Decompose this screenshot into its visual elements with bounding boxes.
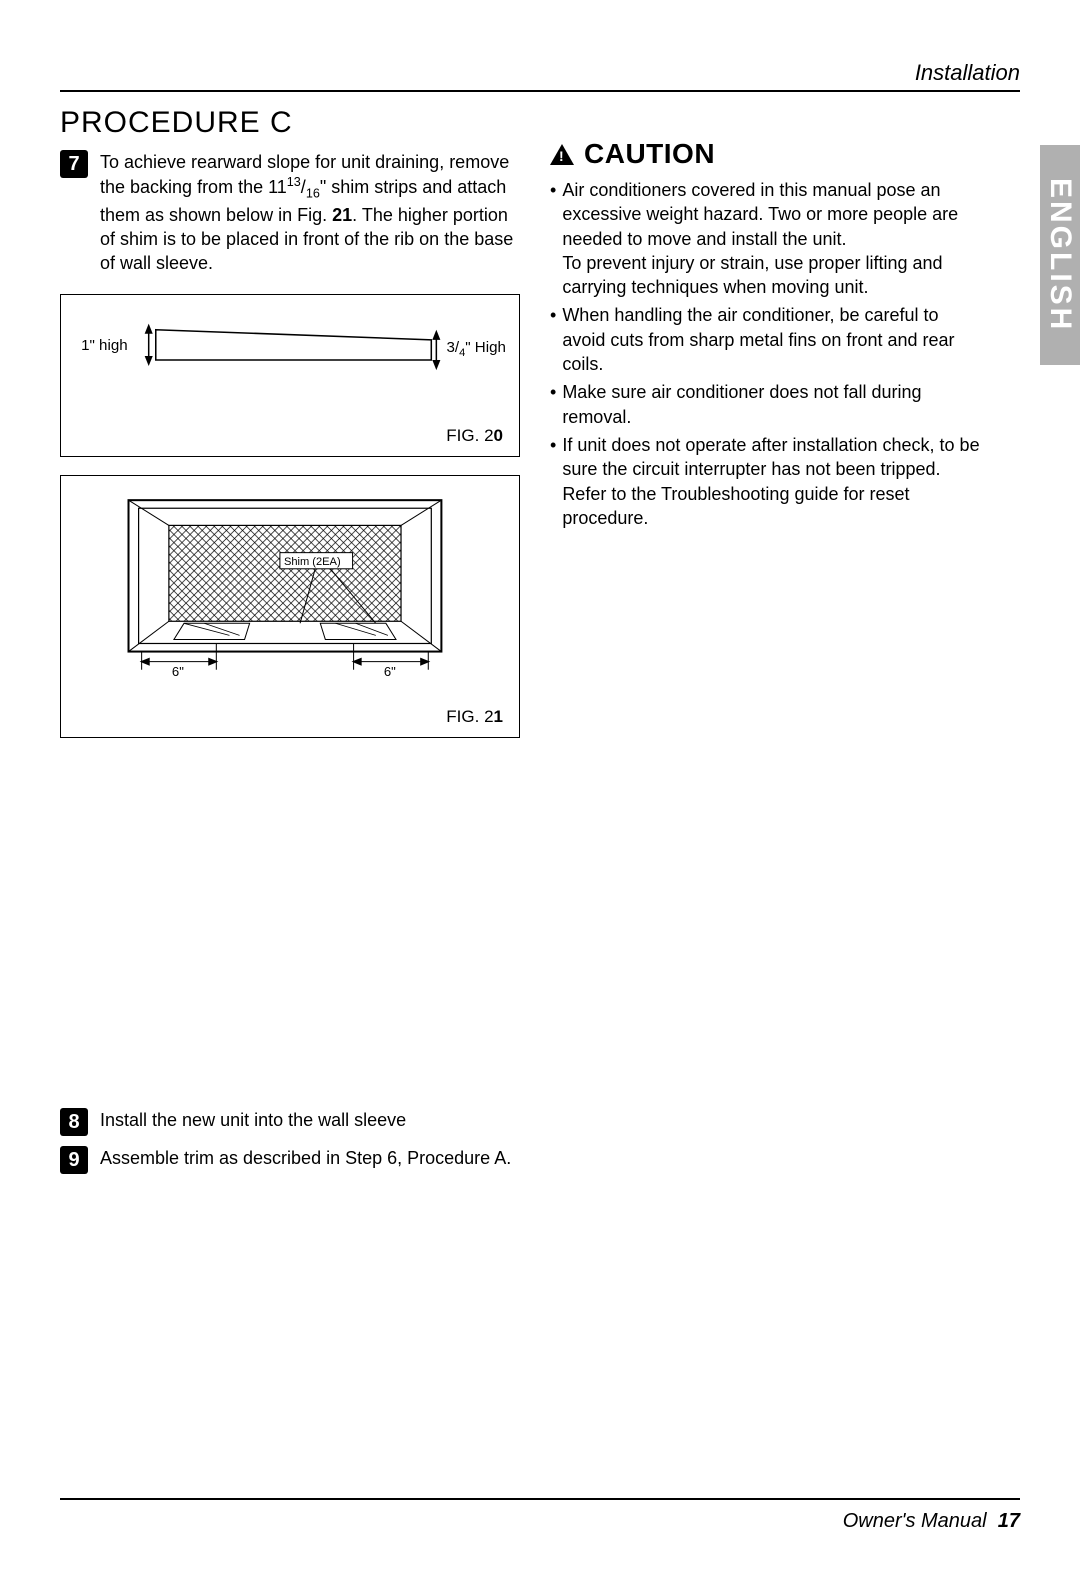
caution-bullets: •Air conditioners covered in this manual… xyxy=(550,178,980,530)
content-columns: PROCEDURE C 7 To achieve rearward slope … xyxy=(60,106,1020,1184)
caution-heading: CAUTION xyxy=(550,138,980,170)
step-8-number: 8 xyxy=(60,1108,88,1136)
caution-title: CAUTION xyxy=(584,138,715,170)
figure-20-caption: FIG. 20 xyxy=(73,426,507,446)
fig21-cap-a: FIG. 2 xyxy=(446,707,493,726)
fig21-dim-right: 6" xyxy=(384,664,396,679)
step-8-text: Install the new unit into the wall sleev… xyxy=(100,1108,406,1136)
caution-bullet-text: Make sure air conditioner does not fall … xyxy=(562,380,980,429)
figure-21-svg: Shim (2EA) 6" xyxy=(73,486,507,696)
figure-21-box: Shim (2EA) 6" xyxy=(60,475,520,738)
fig21-shim-label: Shim (2EA) xyxy=(284,556,341,568)
fig21-cap-b: 1 xyxy=(494,707,503,726)
caution-bullet: •Air conditioners covered in this manual… xyxy=(550,178,980,299)
left-column: PROCEDURE C 7 To achieve rearward slope … xyxy=(60,106,520,1184)
footer-page: 17 xyxy=(998,1510,1020,1532)
step-9-number: 9 xyxy=(60,1146,88,1174)
footer-label: Owner's Manual xyxy=(843,1510,987,1532)
fig20-cap-a: FIG. 2 xyxy=(446,426,493,445)
step-7-number: 7 xyxy=(60,150,88,178)
fig20-cap-b: 0 xyxy=(494,426,503,445)
caution-bullet-text: Air conditioners covered in this manual … xyxy=(562,178,980,299)
caution-bullet: •When handling the air conditioner, be c… xyxy=(550,303,980,376)
figure-21-caption: FIG. 21 xyxy=(73,707,507,727)
figure-20-svg: 1" high 3/4" High xyxy=(73,305,507,415)
step-7-frac-num: 13 xyxy=(287,175,301,189)
step-7: 7 To achieve rearward slope for unit dra… xyxy=(60,150,520,276)
fig21-dim-left: 6" xyxy=(172,664,184,679)
procedure-title: PROCEDURE C xyxy=(60,106,520,140)
page: Installation ENGLISH PROCEDURE C 7 To ac… xyxy=(0,0,1080,1583)
step-9-text: Assemble trim as described in Step 6, Pr… xyxy=(100,1146,511,1174)
footer: Owner's Manual 17 xyxy=(60,1498,1020,1533)
caution-bullet-text: If unit does not operate after installat… xyxy=(562,433,980,530)
language-tab-label: ENGLISH xyxy=(1043,178,1077,332)
figure-20-box: 1" high 3/4" High FIG. 20 xyxy=(60,294,520,457)
right-column: CAUTION •Air conditioners covered in thi… xyxy=(550,106,980,1184)
caution-bullet: •Make sure air conditioner does not fall… xyxy=(550,380,980,429)
step-7-figref: 21 xyxy=(332,205,352,225)
language-tab: ENGLISH xyxy=(1040,145,1080,365)
step-9: 9 Assemble trim as described in Step 6, … xyxy=(60,1146,520,1174)
section-label: Installation xyxy=(915,60,1020,86)
header-rule: Installation xyxy=(60,60,1020,92)
step-8: 8 Install the new unit into the wall sle… xyxy=(60,1108,520,1136)
warning-icon xyxy=(550,144,574,165)
caution-bullet-text: When handling the air conditioner, be ca… xyxy=(562,303,980,376)
step-7-text: To achieve rearward slope for unit drain… xyxy=(100,150,520,276)
fig20-left-label: 1" high xyxy=(81,337,128,354)
caution-bullet: •If unit does not operate after installa… xyxy=(550,433,980,530)
fig20-right-label: 3/4" High xyxy=(446,339,505,359)
step-7-frac-den: 16 xyxy=(306,187,320,201)
